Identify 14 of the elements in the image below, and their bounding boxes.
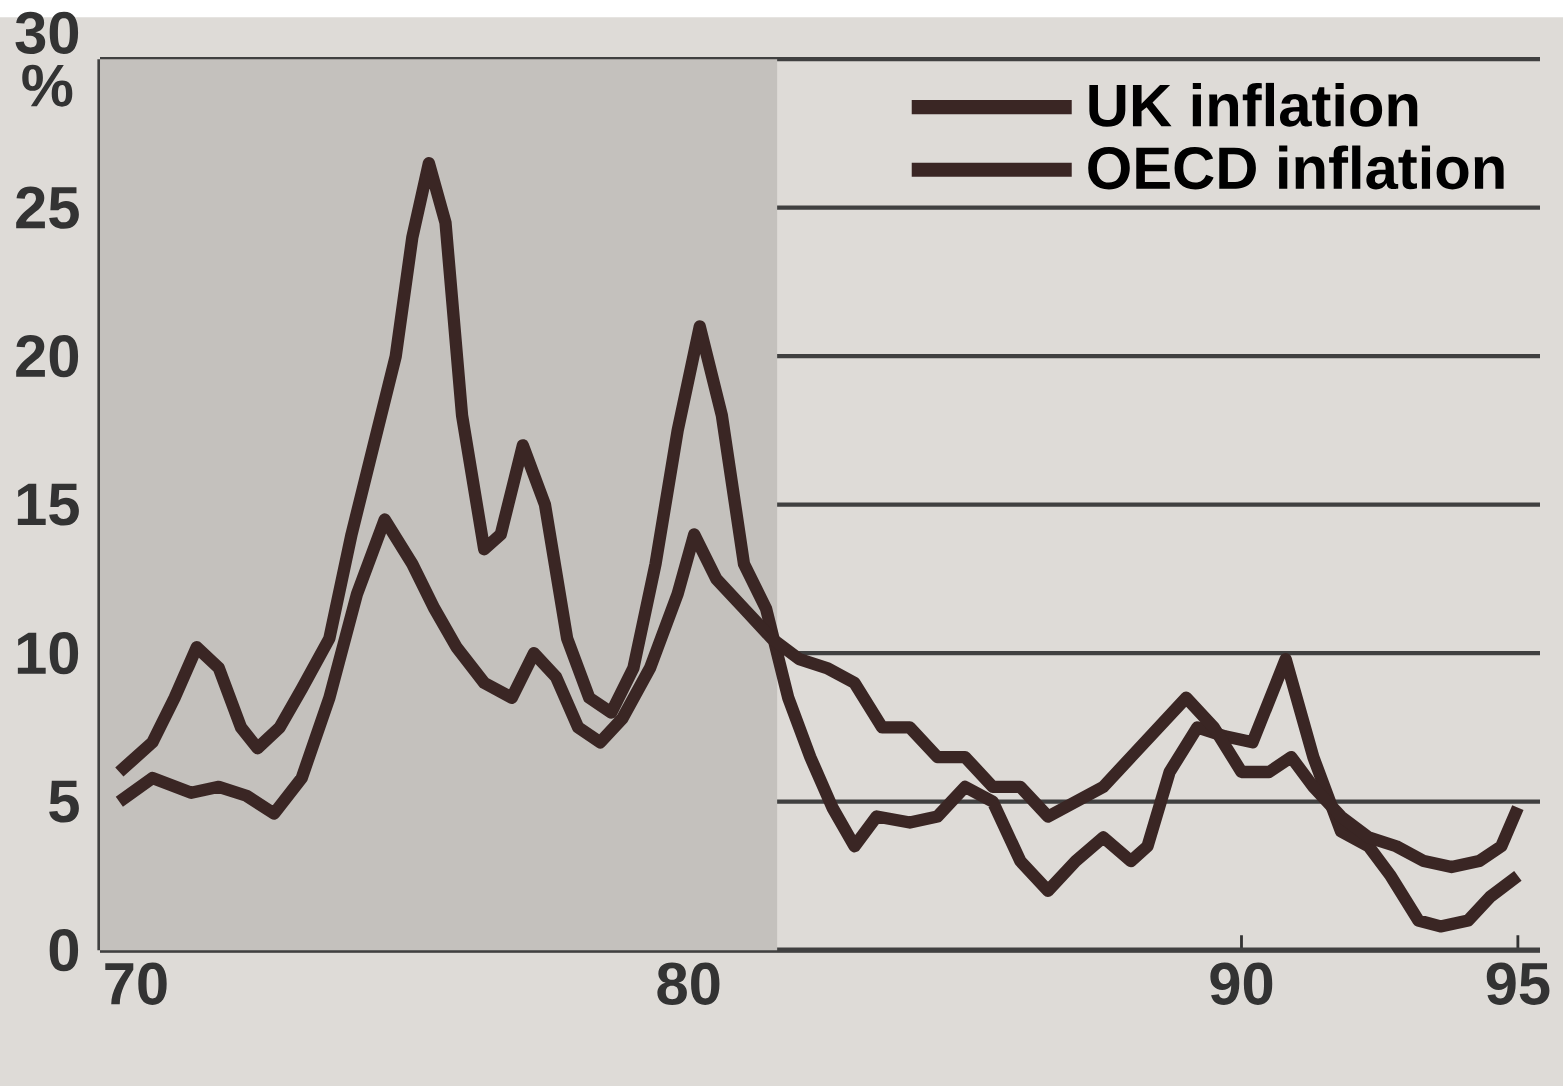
y-tick-label: 10 — [17, 631, 79, 675]
legend-label: OECD inflation — [1088, 145, 1504, 190]
y-tick-label: 25 — [16, 186, 79, 229]
x-tick-label: 80 — [657, 962, 720, 1005]
y-tick-label: 20 — [16, 334, 79, 378]
y-tick-label: 15 — [17, 483, 79, 526]
y-axis-title: % — [22, 64, 73, 107]
y-tick-label: 30 — [15, 11, 79, 54]
legend-label: UK inflation — [1089, 82, 1418, 127]
x-tick-label: 95 — [1486, 962, 1550, 1005]
x-tick-label: 70 — [105, 962, 167, 1005]
x-tick-label: 90 — [1210, 962, 1273, 1005]
y-tick-label: 0 — [49, 928, 79, 972]
y-tick-label: 5 — [49, 780, 79, 823]
